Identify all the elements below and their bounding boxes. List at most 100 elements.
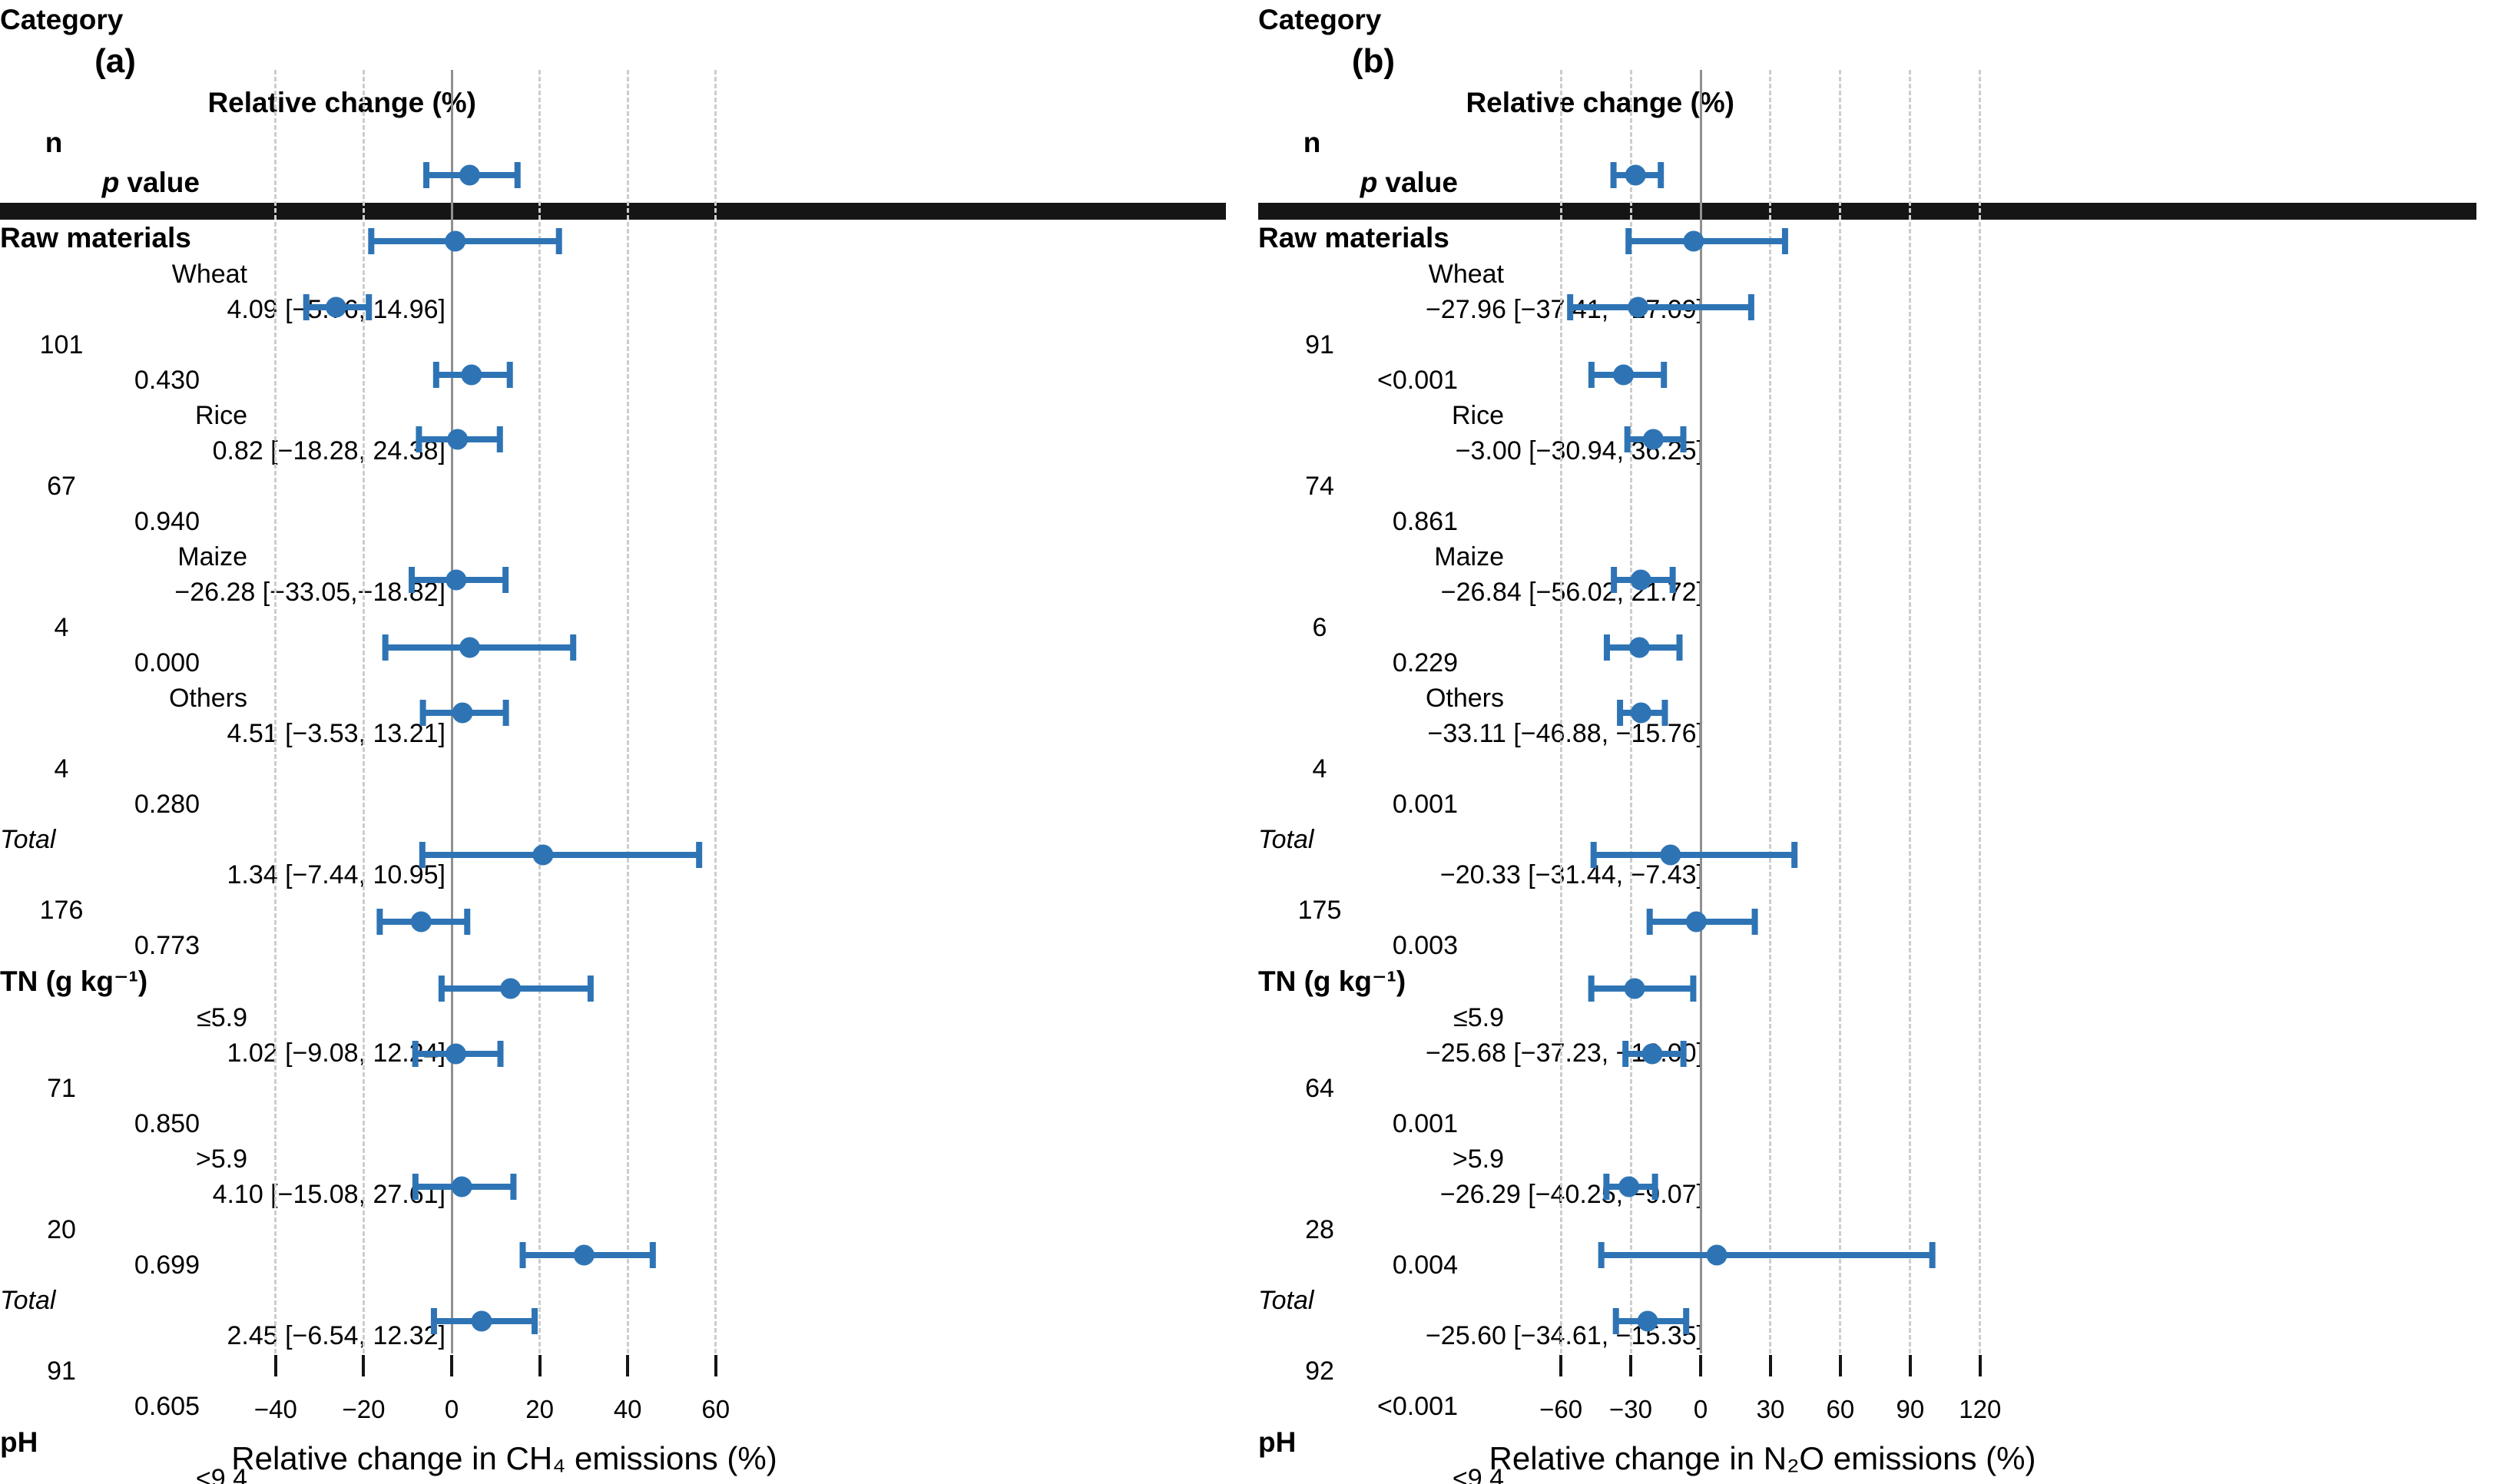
- grid-line: [714, 70, 717, 1353]
- section-label: TN (g kg⁻¹): [1258, 966, 1406, 997]
- row-n: 4: [1312, 754, 1327, 783]
- row-p: 0.861: [1392, 507, 1458, 536]
- axis-tick: [273, 1355, 277, 1376]
- zero-line: [450, 70, 453, 1353]
- row-estimate-text: −3.00 [−30.94, 36.25]: [1455, 436, 1704, 465]
- section-divider: [1258, 207, 2476, 210]
- row-label: Rice: [1451, 401, 1504, 430]
- axis-tick: [1699, 1355, 1702, 1376]
- x-axis-label: Relative change in N₂O emissions (%): [1489, 1440, 2036, 1476]
- row-label: ≤5.9: [1453, 1003, 1504, 1032]
- row-estimate-text: 4.09 [−5.76, 14.96]: [227, 295, 446, 324]
- axis-line: [0, 216, 1226, 220]
- axis-tick-label: 60: [1826, 1395, 1855, 1423]
- grid-line: [1839, 70, 1842, 1353]
- grid-line: [362, 70, 365, 1353]
- axis-tick: [714, 1355, 717, 1376]
- point-marker: [461, 364, 482, 386]
- axis-tick-label: 30: [1756, 1395, 1785, 1423]
- row-n: 6: [1312, 613, 1327, 642]
- section-label: TN (g kg⁻¹): [0, 966, 148, 997]
- row-label: >5.9: [1452, 1144, 1504, 1174]
- row-label: Wheat: [1428, 260, 1504, 289]
- axis-tick-label: 0: [444, 1395, 459, 1423]
- row-estimate-text: −20.33 [−31.44, −7.43]: [1439, 860, 1704, 889]
- axis-tick-label: 20: [525, 1395, 554, 1423]
- point-marker: [451, 1176, 472, 1197]
- section-label: Raw materials: [1258, 222, 1449, 253]
- p-header-italic: p: [1360, 167, 1378, 198]
- axis-tick-label: −30: [1609, 1395, 1653, 1423]
- panel-label: (a): [94, 42, 136, 80]
- axis-tick-label: −20: [342, 1395, 386, 1423]
- column-header-category: Category: [0, 4, 124, 35]
- section-divider: [1258, 210, 2476, 213]
- row-p: 0.940: [134, 507, 200, 536]
- axis-tick: [1908, 1355, 1912, 1376]
- axis-tick: [1629, 1355, 1633, 1376]
- row-label: <9.4: [195, 1464, 247, 1484]
- row-estimate-text: −26.29 [−40.25, −9.07]: [1439, 1180, 1704, 1209]
- axis-tick-label: 90: [1896, 1395, 1925, 1423]
- row-label: Total: [0, 1286, 56, 1315]
- row-p: 0.605: [134, 1392, 200, 1421]
- axis-tick-label: 120: [1959, 1395, 2002, 1423]
- point-marker: [1706, 1244, 1728, 1266]
- row-label: Others: [168, 684, 247, 713]
- p-header-italic: p: [101, 167, 120, 198]
- row-label: Rice: [194, 401, 247, 430]
- row-n: 91: [1305, 330, 1334, 359]
- axis-tick-label: −60: [1539, 1395, 1583, 1423]
- row-n: 67: [47, 472, 76, 501]
- row-label: Others: [1425, 684, 1504, 713]
- axis-tick-label: 40: [613, 1395, 642, 1423]
- point-marker: [445, 1043, 466, 1065]
- p-header-rest: value: [127, 167, 200, 198]
- row-label: Total: [1258, 825, 1314, 854]
- row-p: <0.001: [1377, 366, 1458, 395]
- row-p: 0.001: [1392, 1109, 1458, 1138]
- grid-line: [274, 70, 277, 1353]
- panel-a: Category (a) Relative change (%) n p value −40…: [0, 0, 1250, 1484]
- grid-line: [1979, 70, 1982, 1353]
- row-p: 0.003: [1392, 931, 1458, 960]
- point-marker: [459, 637, 481, 658]
- point-marker: [452, 702, 473, 724]
- section-label: Raw materials: [0, 222, 191, 253]
- header-rule: [0, 203, 1226, 207]
- axis-tick: [362, 1355, 366, 1376]
- axis-tick: [1559, 1355, 1563, 1376]
- row-label: Total: [1258, 1286, 1314, 1315]
- axis-tick: [538, 1355, 542, 1376]
- row-p: 0.773: [134, 931, 200, 960]
- panel-label: (b): [1351, 42, 1396, 80]
- row-n: 92: [1305, 1356, 1334, 1386]
- section-divider: [0, 213, 1226, 216]
- point-marker: [410, 911, 432, 932]
- point-marker: [1685, 911, 1707, 932]
- section-divider: [0, 207, 1226, 210]
- row-n: 101: [39, 330, 84, 359]
- axis-tick-label: 0: [1693, 1395, 1708, 1423]
- row-label: Total: [0, 825, 56, 854]
- row-label: Wheat: [171, 260, 247, 289]
- row-p: 0.004: [1392, 1250, 1458, 1280]
- row-estimate-text: −33.11 [−46.88, −15.76]: [1427, 719, 1704, 748]
- row-estimate-text: 4.51 [−3.53, 13.21]: [227, 719, 446, 748]
- zero-line: [1699, 70, 1702, 1353]
- row-n: 28: [1305, 1215, 1334, 1244]
- row-p: 0.001: [1392, 790, 1458, 819]
- row-n: 71: [47, 1074, 76, 1103]
- row-label: Maize: [1434, 542, 1504, 571]
- axis-line: [1258, 216, 2476, 220]
- point-marker: [1628, 637, 1650, 658]
- section-divider: [1258, 213, 2476, 216]
- header-rule: [1258, 203, 2476, 207]
- row-estimate-text: 0.82 [−18.28, 24.38]: [212, 436, 446, 465]
- column-header-n: n: [45, 127, 63, 158]
- section-label: pH: [1258, 1426, 1297, 1458]
- grid-line: [626, 70, 629, 1353]
- row-estimate-text: 1.02 [−9.08, 12.24]: [227, 1038, 446, 1068]
- row-n: 91: [47, 1356, 76, 1386]
